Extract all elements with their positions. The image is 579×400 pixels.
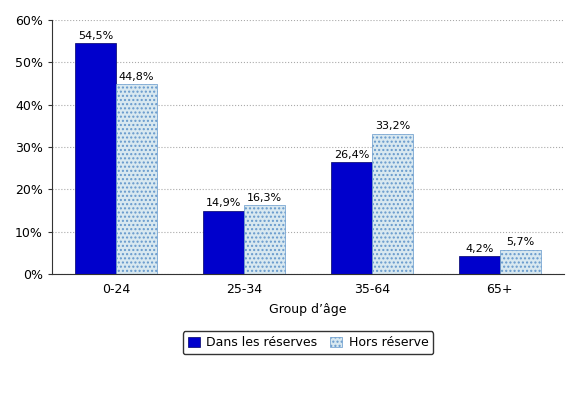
Text: 5,7%: 5,7% bbox=[506, 238, 534, 248]
Bar bbox=[459, 256, 500, 274]
Bar bbox=[500, 250, 541, 274]
Bar bbox=[75, 43, 116, 274]
Bar bbox=[203, 211, 244, 274]
Text: 14,9%: 14,9% bbox=[206, 198, 241, 208]
Bar bbox=[331, 162, 372, 274]
X-axis label: Group d’âge: Group d’âge bbox=[269, 303, 347, 316]
Bar bbox=[244, 205, 285, 274]
Legend: Dans les réserves, Hors réserve: Dans les réserves, Hors réserve bbox=[182, 331, 434, 354]
Text: 33,2%: 33,2% bbox=[375, 121, 410, 131]
Bar bbox=[116, 84, 157, 274]
Text: 4,2%: 4,2% bbox=[465, 244, 493, 254]
Bar bbox=[372, 134, 413, 274]
Text: 54,5%: 54,5% bbox=[78, 31, 113, 41]
Text: 44,8%: 44,8% bbox=[119, 72, 155, 82]
Text: 16,3%: 16,3% bbox=[247, 192, 282, 202]
Text: 26,4%: 26,4% bbox=[334, 150, 369, 160]
